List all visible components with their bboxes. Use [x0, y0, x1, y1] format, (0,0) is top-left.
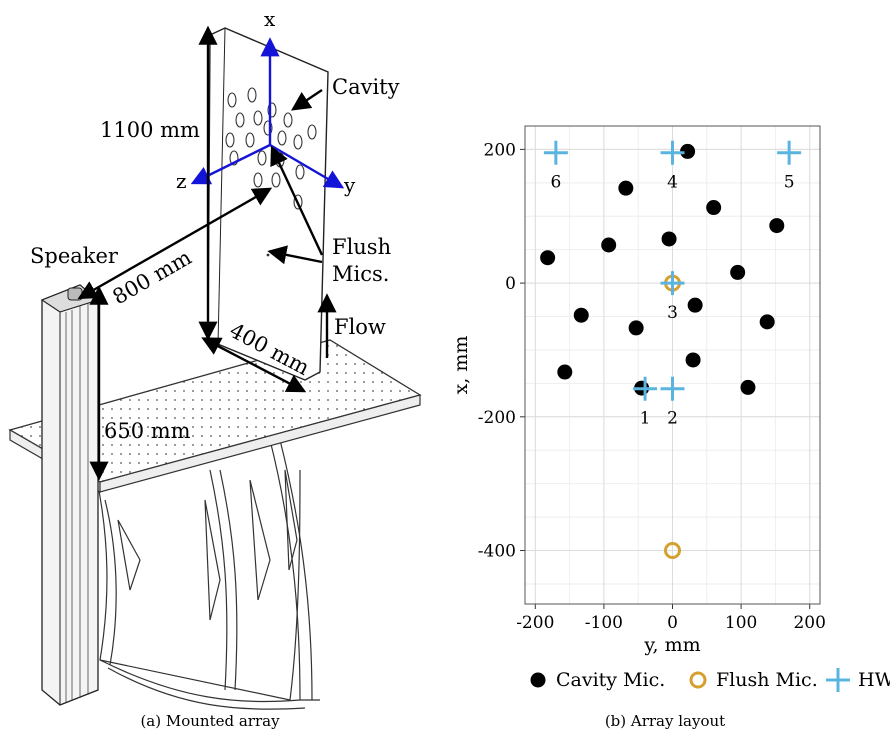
- speaker-icon: [68, 288, 82, 300]
- x-tick-label: -100: [585, 613, 623, 633]
- chart-legend: Cavity Mic. Flush Mic. HWA: [531, 668, 890, 692]
- x-tick-label: 100: [725, 613, 757, 633]
- cavity-mic-point: [574, 308, 589, 323]
- y-tick-label: -400: [478, 542, 516, 562]
- hwa-point-label: 4: [667, 173, 678, 193]
- hwa-point-label: 5: [784, 173, 795, 193]
- legend-hwa-marker: [826, 668, 850, 692]
- cavity-mic-point: [740, 380, 755, 395]
- y-tick-label: 0: [505, 274, 516, 294]
- x-tick-label: 0: [667, 613, 678, 633]
- cavity-mic-point: [688, 298, 703, 313]
- legend-hwa-label: HWA: [858, 669, 890, 691]
- cavity-mic-point: [686, 352, 701, 367]
- y-tick-label: -200: [478, 408, 516, 428]
- speaker-label: Speaker: [30, 244, 119, 268]
- mounted-array-panel: x z y Cavity 1100 mm Speaker 800 mm 400 …: [0, 0, 440, 742]
- cavity-mic-point: [730, 265, 745, 280]
- cavity-mic-point: [557, 365, 572, 380]
- height-label: 1100 mm: [100, 118, 200, 142]
- cavity-mic-point: [629, 320, 644, 335]
- axis-z-label: z: [176, 169, 187, 193]
- legend-flush-mic-marker: [691, 673, 705, 687]
- distance-label: 800 mm: [109, 245, 196, 309]
- x-tick-label: 200: [793, 613, 825, 633]
- axis-y-label: y: [343, 173, 356, 197]
- axis-x-label: x: [264, 7, 276, 31]
- legend-cavity-mic-marker: [531, 673, 546, 688]
- hwa-point-label: 2: [667, 409, 678, 429]
- y-tick-label: 200: [484, 140, 516, 160]
- cavity-mic-point: [760, 314, 775, 329]
- hwa-point-label: 1: [640, 409, 651, 429]
- mounted-array-drawing: x z y Cavity 1100 mm Speaker 800 mm 400 …: [0, 0, 440, 742]
- x-tick-label: -200: [516, 613, 554, 633]
- cavity-plate: [208, 28, 328, 380]
- legend-cavity-mic-label: Cavity Mic.: [556, 669, 665, 691]
- cavity-mic-point: [662, 231, 677, 246]
- flush-mics-label-line2: Mics.: [332, 262, 389, 286]
- cavity-mic-point: [769, 218, 784, 233]
- flush-mics-label-line1: Flush: [332, 235, 391, 259]
- speaker-column: [42, 285, 98, 705]
- y-axis-label: x, mm: [450, 336, 472, 395]
- hwa-point-label: 6: [550, 173, 561, 193]
- cavity-mic-point: [618, 181, 633, 196]
- caption-b: (b) Array layout: [515, 712, 815, 730]
- x-axis-label: y, mm: [643, 634, 700, 656]
- cavity-label: Cavity: [332, 75, 400, 99]
- cavity-mic-point: [540, 250, 555, 265]
- stand-height-label: 650 mm: [104, 419, 191, 443]
- cavity-mic-point: [706, 200, 721, 215]
- grid-lines: [525, 126, 820, 604]
- hwa-point-label: 3: [667, 303, 678, 323]
- flow-label: Flow: [334, 315, 386, 339]
- cavity-mic-point: [601, 237, 616, 252]
- legend-flush-mic-label: Flush Mic.: [716, 669, 818, 691]
- caption-a: (a) Mounted array: [60, 712, 360, 730]
